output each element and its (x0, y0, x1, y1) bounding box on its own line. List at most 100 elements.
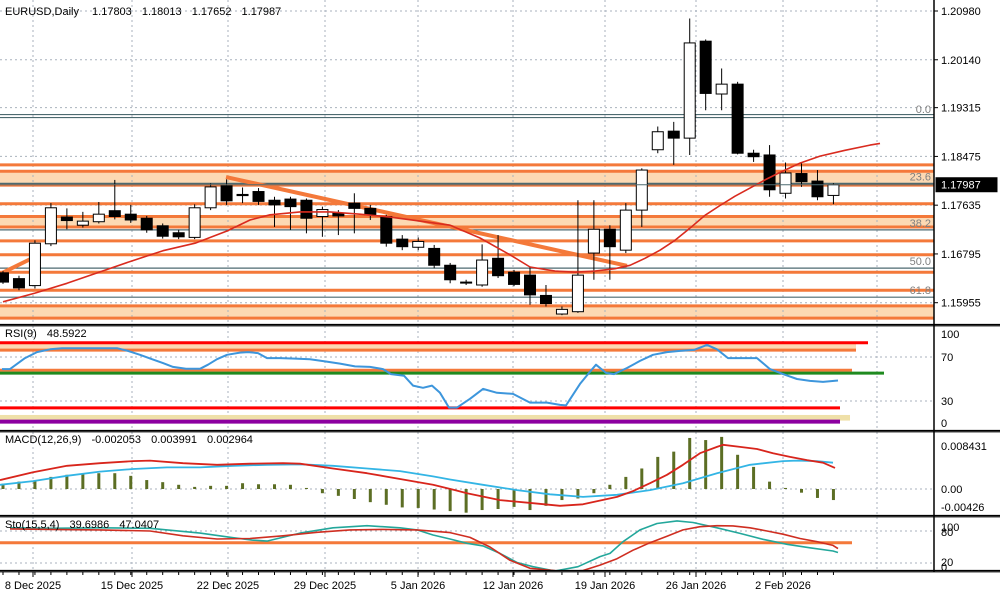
support-resistance-band (0, 171, 934, 186)
date-tick-label: 2 Feb 2026 (755, 580, 811, 592)
sto-tick-label: 20 (941, 557, 953, 569)
date-tick-label: 12 Jan 2026 (483, 580, 544, 592)
high-value: 1.18013 (141, 6, 182, 18)
macd-tick-label: 0.00 (941, 484, 962, 496)
candle (795, 163, 808, 187)
rsi-axis[interactable]: 100 70 30 0 (941, 329, 959, 430)
candle (587, 200, 600, 280)
candle (252, 188, 265, 205)
sto-name-label: Sto(15,5,4) (5, 519, 60, 531)
sto-percent-d-line (9, 524, 839, 571)
current-price-label: 1.17987 (941, 180, 981, 192)
macd-value-2: 0.003991 (151, 434, 197, 446)
candle (44, 203, 57, 247)
candle (476, 244, 489, 287)
close-value: 1.17987 (241, 6, 282, 18)
rsi-value: 48.5922 (46, 328, 87, 340)
candle (380, 214, 393, 247)
candle (204, 183, 217, 211)
symbol-ohlc-header: EURUSD,Daily 1.17803 1.18013 1.17652 1.1… (5, 6, 288, 18)
rsi-line (2, 343, 839, 409)
candle (683, 18, 696, 155)
candle (268, 196, 281, 227)
fib-level-label: 23.6 (910, 171, 931, 183)
macd-main-line (0, 443, 836, 507)
candle (715, 68, 728, 111)
fib-level-label: 0.0 (916, 104, 931, 116)
sto-value-d: 47.0407 (119, 519, 160, 531)
date-axis[interactable]: 8 Dec 2025 15 Dec 2025 22 Dec 2025 29 Dec 2… (2, 572, 834, 592)
price-tick-label: 1.15955 (941, 298, 981, 310)
macd-tick-label: 0.008431 (941, 441, 987, 453)
candle (428, 244, 441, 269)
sto-percent-k-line (9, 520, 839, 571)
rsi-zone-band (0, 414, 850, 421)
date-tick-label: 8 Dec 2025 (5, 580, 61, 592)
stochastic-header: Sto(15,5,4) 39.6986 47.0407 (5, 519, 166, 531)
candle (396, 235, 409, 251)
macd-tick-label: -0.00426 (941, 502, 984, 514)
rsi-tick-label: 100 (941, 329, 959, 341)
sto-value-k: 39.6986 (69, 519, 110, 531)
rsi-header: RSI(9) 48.5922 (5, 328, 94, 340)
candle (555, 306, 568, 316)
candle (619, 203, 632, 254)
candle (779, 162, 792, 199)
candle (412, 237, 425, 251)
price-tick-label: 1.16795 (941, 249, 981, 261)
sto-tick-label: 0 (941, 562, 947, 574)
price-axis[interactable]: 1.20980 1.20140 1.19315 1.18475 1.17635 1.167… (934, 6, 998, 310)
candle (188, 204, 201, 240)
date-tick-label: 19 Jan 2026 (575, 580, 636, 592)
candle (603, 225, 616, 280)
date-tick-label: 22 Dec 2025 (197, 580, 259, 592)
candle (667, 121, 680, 165)
date-tick-label: 5 Jan 2026 (391, 580, 445, 592)
candle (763, 145, 776, 197)
candle (508, 269, 521, 287)
candle (220, 179, 233, 205)
candle (539, 284, 552, 307)
candle (12, 275, 25, 291)
macd-name-label: MACD(12,26,9) (5, 434, 82, 446)
macd-axis[interactable]: 0.008431 0.00 -0.00426 (941, 441, 987, 514)
moving-average-line (2, 142, 881, 303)
price-tick-label: 1.18475 (941, 151, 981, 163)
date-tick-label: 29 Dec 2025 (294, 580, 356, 592)
candle (156, 223, 169, 239)
rsi-tick-label: 30 (941, 396, 953, 408)
candlesticks (0, 18, 840, 316)
candle (124, 204, 137, 223)
candle (76, 211, 89, 228)
fib-level-label: 38.2 (910, 218, 931, 230)
macd-panel[interactable] (0, 432, 934, 516)
sto-tick-label: 80 (941, 527, 953, 539)
low-value: 1.17652 (191, 6, 232, 18)
macd-value-3: 0.002964 (207, 434, 253, 446)
rsi-zone-band (0, 342, 856, 351)
macd-signal-line (0, 459, 834, 498)
candle (92, 201, 105, 224)
candle (524, 266, 537, 305)
candle (651, 126, 664, 154)
main-chart-panel[interactable]: 0.0 23.6 38.2 50.0 61.8 (0, 0, 934, 325)
rsi-panel[interactable] (0, 326, 934, 431)
candle (60, 208, 73, 230)
candle (444, 262, 457, 284)
candle (571, 200, 584, 313)
candle (492, 235, 505, 279)
candle (172, 229, 185, 240)
fib-level-label: 50.0 (910, 256, 931, 268)
stochastic-panel[interactable] (0, 517, 934, 571)
open-value: 1.17803 (92, 6, 132, 18)
price-tick-label: 1.17635 (941, 200, 981, 212)
macd-header: MACD(12,26,9) -0.002053 0.003991 0.00296… (5, 434, 260, 446)
candle (28, 240, 41, 289)
macd-value-1: -0.002053 (91, 434, 142, 446)
candle (236, 187, 249, 204)
candle (140, 215, 153, 233)
